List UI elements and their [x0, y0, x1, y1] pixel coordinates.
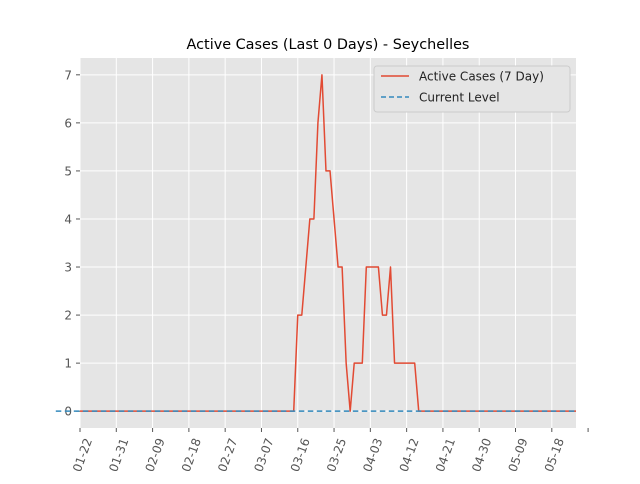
y-tick-label: 7: [64, 68, 72, 82]
legend: Active Cases (7 Day) Current Level: [373, 65, 571, 113]
x-tick-label: 04-12: [397, 436, 422, 474]
x-tick-label: 03-07: [251, 436, 276, 474]
x-tick-label: 04-30: [469, 436, 494, 474]
x-tick-label: 03-25: [324, 436, 349, 474]
y-tick-label: 2: [64, 309, 72, 323]
x-tick-label: 05-18: [542, 436, 567, 474]
legend-label-active: Active Cases (7 Day): [419, 70, 544, 84]
series-active-cases-line: [80, 74, 576, 412]
y-tick-label: 4: [64, 212, 72, 226]
x-tick-label: 04-03: [360, 436, 385, 474]
x-tick-label: 02-18: [179, 436, 204, 474]
legend-label-level: Current Level: [419, 91, 500, 105]
x-tick-label: 04-21: [433, 436, 458, 474]
x-tick-label: 01-31: [106, 436, 131, 474]
chart-title: Active Cases (Last 0 Days) - Seychelles: [187, 37, 470, 53]
x-tick-label: 02-09: [143, 436, 168, 474]
y-tick-label: 3: [64, 261, 72, 275]
plot-area: [80, 58, 576, 428]
series-lines: [55, 74, 576, 412]
y-tick-label: 1: [64, 357, 72, 371]
x-tick-label: 03-16: [288, 436, 313, 474]
x-tick-label: 01-22: [70, 436, 95, 474]
y-tick-label: 5: [64, 164, 72, 178]
x-tick-label: 05-09: [506, 436, 531, 474]
legend-box: [373, 65, 571, 113]
x-tick-label: 02-27: [215, 436, 240, 474]
y-tick-label: 6: [64, 116, 72, 130]
